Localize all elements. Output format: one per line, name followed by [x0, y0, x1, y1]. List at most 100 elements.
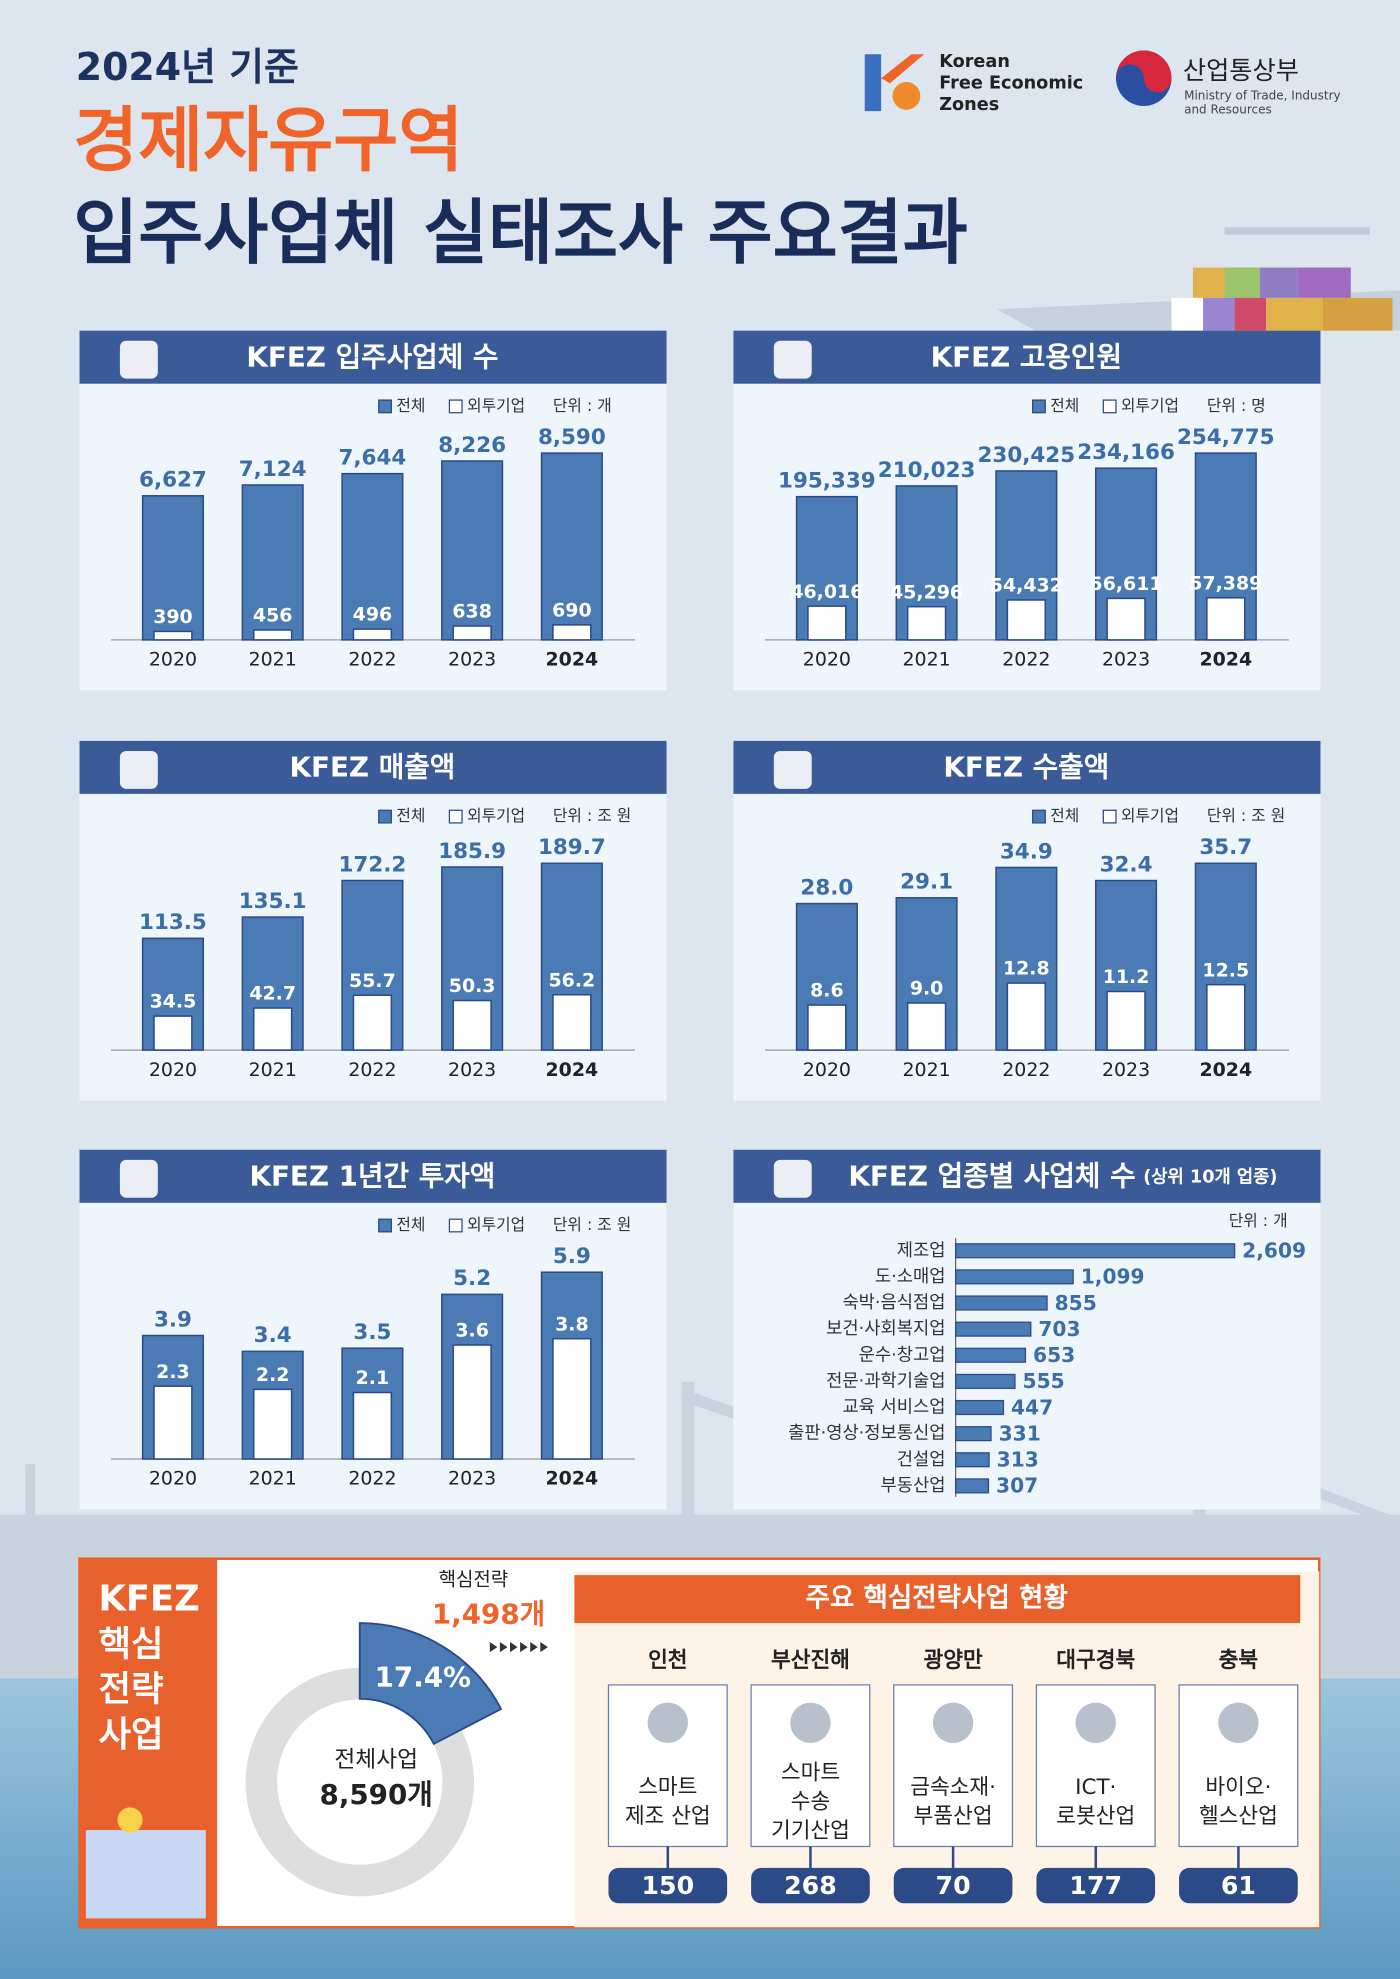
card-icon: [1218, 1702, 1259, 1743]
bar-inner: [552, 1337, 592, 1460]
kfez-logo: [864, 54, 925, 112]
data-label: 638: [452, 601, 492, 623]
data-label: 1,099: [1081, 1265, 1145, 1289]
count-value: 177: [1069, 1871, 1122, 1900]
segment-label: 17.4%: [375, 1661, 471, 1694]
bar: [795, 902, 858, 1051]
panel-icon: [773, 1159, 812, 1198]
data-label: 855: [1055, 1291, 1097, 1315]
panel-title-bar: [79, 330, 667, 384]
legend-swatch: [378, 1218, 392, 1233]
data-label: 135.1: [239, 889, 307, 914]
strategy-title-bar: [574, 1575, 1301, 1624]
card-text: 수송: [791, 1789, 830, 1814]
unit-label: 단위 : 조 원: [1207, 806, 1285, 825]
bar: [955, 1373, 1016, 1389]
bar-inner: [153, 1015, 193, 1051]
arrow: [520, 1642, 528, 1653]
x-tick-label: 2023: [448, 649, 496, 671]
card-icon: [1075, 1702, 1116, 1743]
section-label: 전략: [98, 1669, 163, 1710]
x-tick-label: 2024: [546, 1468, 599, 1490]
bar: [955, 1452, 990, 1468]
legend-swatch: [1102, 809, 1117, 824]
arrow: [489, 1642, 498, 1653]
legend-label: 외투기업: [1121, 806, 1179, 825]
bar: [955, 1269, 1074, 1285]
legend-label: 외투기업: [467, 1215, 525, 1234]
year-label: 2024년 기준: [76, 45, 299, 89]
data-label: 210,023: [878, 458, 976, 483]
data-label: 2.3: [156, 1361, 190, 1383]
legend-label: 전체: [1050, 806, 1079, 825]
region-label: 인천: [648, 1648, 687, 1673]
data-label: 2.2: [256, 1364, 290, 1386]
x-tick-label: 2022: [348, 1468, 396, 1490]
panel-title: KFEZ 1년간 투자액: [249, 1160, 495, 1193]
x-tick-label: 2024: [1199, 649, 1252, 671]
donut-segment: [358, 1622, 503, 1746]
container: [1266, 297, 1323, 331]
x-tick-label: 2023: [448, 1468, 496, 1490]
x-tick-label: 2022: [348, 1059, 396, 1081]
logo-text: Free Economic: [939, 73, 1083, 93]
x-tick-label: 2021: [249, 1059, 297, 1081]
title-sub: (상위 10개 업종): [1143, 1167, 1277, 1188]
region-label: 대구경북: [1056, 1648, 1135, 1673]
bar-inner: [352, 628, 393, 641]
bar: [955, 1321, 1032, 1337]
bar-inner: [1206, 983, 1246, 1051]
count-value: 268: [784, 1871, 837, 1900]
card-text: 헬스산업: [1199, 1804, 1278, 1829]
bar-inner: [1006, 982, 1047, 1051]
data-label: 5.9: [553, 1244, 591, 1269]
ministry-name-en: Ministry of Trade, Industry: [1184, 88, 1340, 102]
x-tick-label: 2023: [1102, 1059, 1150, 1081]
x-tick-label: 2020: [803, 649, 851, 671]
x-tick-label: 2023: [1102, 649, 1150, 671]
arrow: [540, 1642, 548, 1653]
bar: [441, 460, 504, 641]
section-label: 핵심: [98, 1624, 163, 1665]
bar: [341, 472, 404, 641]
section-label: KFEZ: [98, 1578, 199, 1619]
panel-title: KFEZ 수출액: [943, 751, 1109, 784]
data-label: 8,590: [538, 425, 606, 450]
panel-icon: [119, 1159, 158, 1198]
data-label: 56,611: [1090, 573, 1163, 595]
data-label: 9.0: [910, 978, 944, 1000]
legend-label: 전체: [1050, 396, 1079, 415]
panel-title-bar: [79, 740, 667, 794]
data-label: 55.7: [349, 970, 396, 992]
data-label: 57,389: [1189, 572, 1262, 594]
legend-swatch: [448, 809, 463, 824]
x-tick-label: 2022: [1002, 649, 1050, 671]
panel-icon: [773, 750, 812, 789]
panel-title: KFEZ 입주사업체 수: [246, 340, 498, 373]
unit-label: 단위 : 개: [1229, 1211, 1288, 1230]
crane: [681, 1382, 695, 1559]
data-label: 172.2: [338, 852, 406, 877]
data-label: 195,339: [778, 469, 876, 494]
legend-label: 전체: [396, 396, 425, 415]
container: [1259, 267, 1298, 298]
panel-title: KFEZ 고용인원: [931, 340, 1122, 373]
highlight-value: 1,498개: [432, 1598, 545, 1631]
bar-inner: [1106, 597, 1146, 641]
card-text: 바이오·: [1205, 1775, 1271, 1800]
panel-icon: [773, 340, 812, 379]
legend-swatch: [378, 399, 392, 414]
unit-label: 단위 : 명: [1207, 396, 1266, 415]
legend-label: 전체: [396, 806, 425, 825]
count-value: 70: [936, 1871, 971, 1900]
count-value: 150: [641, 1871, 694, 1900]
container: [1322, 297, 1393, 331]
card-text: ICT·: [1075, 1775, 1116, 1800]
logo-shape: [881, 54, 925, 84]
category-label: 교육 서비스업: [842, 1397, 945, 1418]
data-label: 254,775: [1177, 425, 1275, 450]
container: [1203, 297, 1235, 331]
illustration: [85, 1807, 206, 1919]
x-tick-label: 2020: [803, 1059, 851, 1081]
